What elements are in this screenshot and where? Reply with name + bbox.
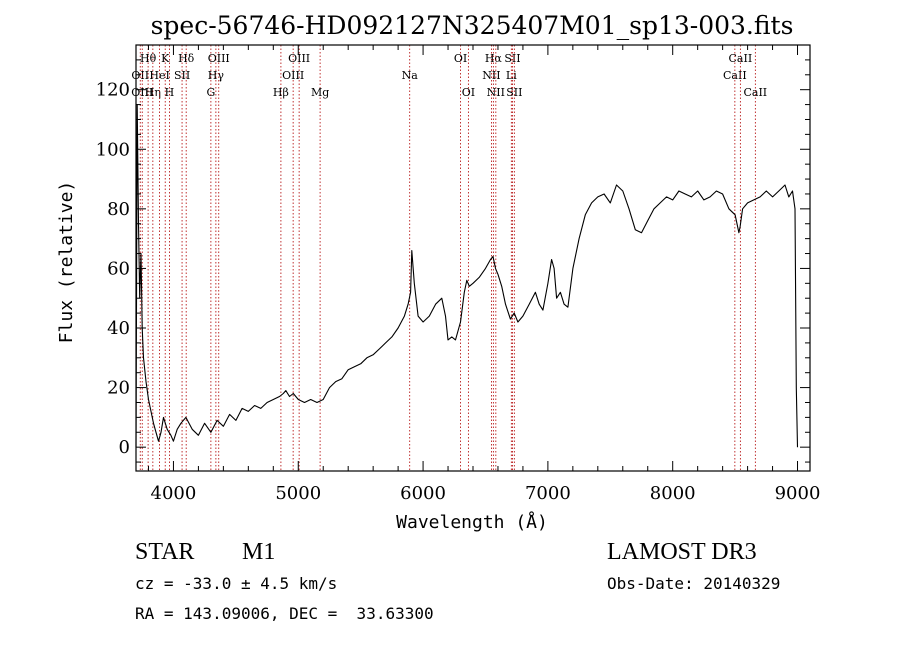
y-axis: 0 20 40 60 80 100 120 xyxy=(96,59,810,463)
y-tick-label: 80 xyxy=(107,199,130,220)
redshift-text: cz = -33.0 ± 4.5 km/s xyxy=(135,574,338,593)
y-tick-label: 40 xyxy=(107,318,130,339)
marker-label: G xyxy=(206,86,215,99)
marker-label: OII xyxy=(131,69,149,82)
marker-label: OI xyxy=(462,86,475,99)
coordinates: RA = 143.09006, DEC = 33.63300 xyxy=(135,604,434,623)
marker-label: SII xyxy=(506,86,522,99)
obs-date: Obs-Date: 20140329 xyxy=(607,574,781,593)
marker-label: OI xyxy=(454,52,467,65)
marker-label: OIII xyxy=(282,69,304,82)
marker-label: Hγ xyxy=(208,69,225,82)
marker-label: Na xyxy=(402,69,419,82)
marker-label: Hα xyxy=(485,52,503,65)
marker-label: NII xyxy=(487,86,505,99)
marker-label: OIII xyxy=(208,52,230,65)
plot-frame xyxy=(135,44,811,472)
x-axis: 4000 5000 6000 7000 8000 9000 xyxy=(147,45,821,504)
marker-label: CaII xyxy=(743,86,767,99)
marker-label: SII xyxy=(174,69,190,82)
object-subclass: M1 xyxy=(242,539,276,565)
x-tick-label: 4000 xyxy=(151,483,197,504)
x-tick-label: 6000 xyxy=(400,483,446,504)
y-tick-label: 120 xyxy=(96,80,130,101)
y-tick-label: 0 xyxy=(119,437,130,458)
x-tick-label: 9000 xyxy=(775,483,821,504)
marker-label: H xyxy=(165,86,175,99)
marker-label: Hθ xyxy=(140,52,157,65)
y-tick-label: 100 xyxy=(96,139,130,160)
line-markers: OIIOIIIHθHηHeIKHSIIHδGHγOIIIHβOIIIOIIIMg… xyxy=(131,45,767,471)
marker-label: SII xyxy=(504,52,520,65)
marker-label: Hη xyxy=(145,86,161,99)
marker-label: Hδ xyxy=(178,52,195,65)
y-tick-label: 60 xyxy=(107,258,130,279)
x-tick-label: 8000 xyxy=(650,483,696,504)
spectrum-line xyxy=(135,104,799,448)
y-axis-label: Flux (relative) xyxy=(56,181,77,344)
marker-label: Hβ xyxy=(273,86,289,99)
marker-label: HeI xyxy=(149,69,169,82)
x-tick-label: 5000 xyxy=(275,483,321,504)
y-tick-label: 20 xyxy=(107,378,130,399)
object-class: STAR xyxy=(135,539,195,565)
x-tick-label: 7000 xyxy=(525,483,571,504)
marker-label: NII xyxy=(482,69,500,82)
marker-label: CaII xyxy=(723,69,747,82)
marker-label: Mg xyxy=(311,86,329,99)
marker-label: K xyxy=(161,52,170,65)
survey-name: LAMOST DR3 xyxy=(607,539,757,565)
x-axis-label: Wavelength (Å) xyxy=(396,511,548,533)
marker-label: Li xyxy=(506,69,517,82)
marker-label: OIII xyxy=(288,52,310,65)
chart-title: spec-56746-HD092127N325407M01_sp13-003.f… xyxy=(151,11,794,40)
marker-label: CaII xyxy=(729,52,753,65)
